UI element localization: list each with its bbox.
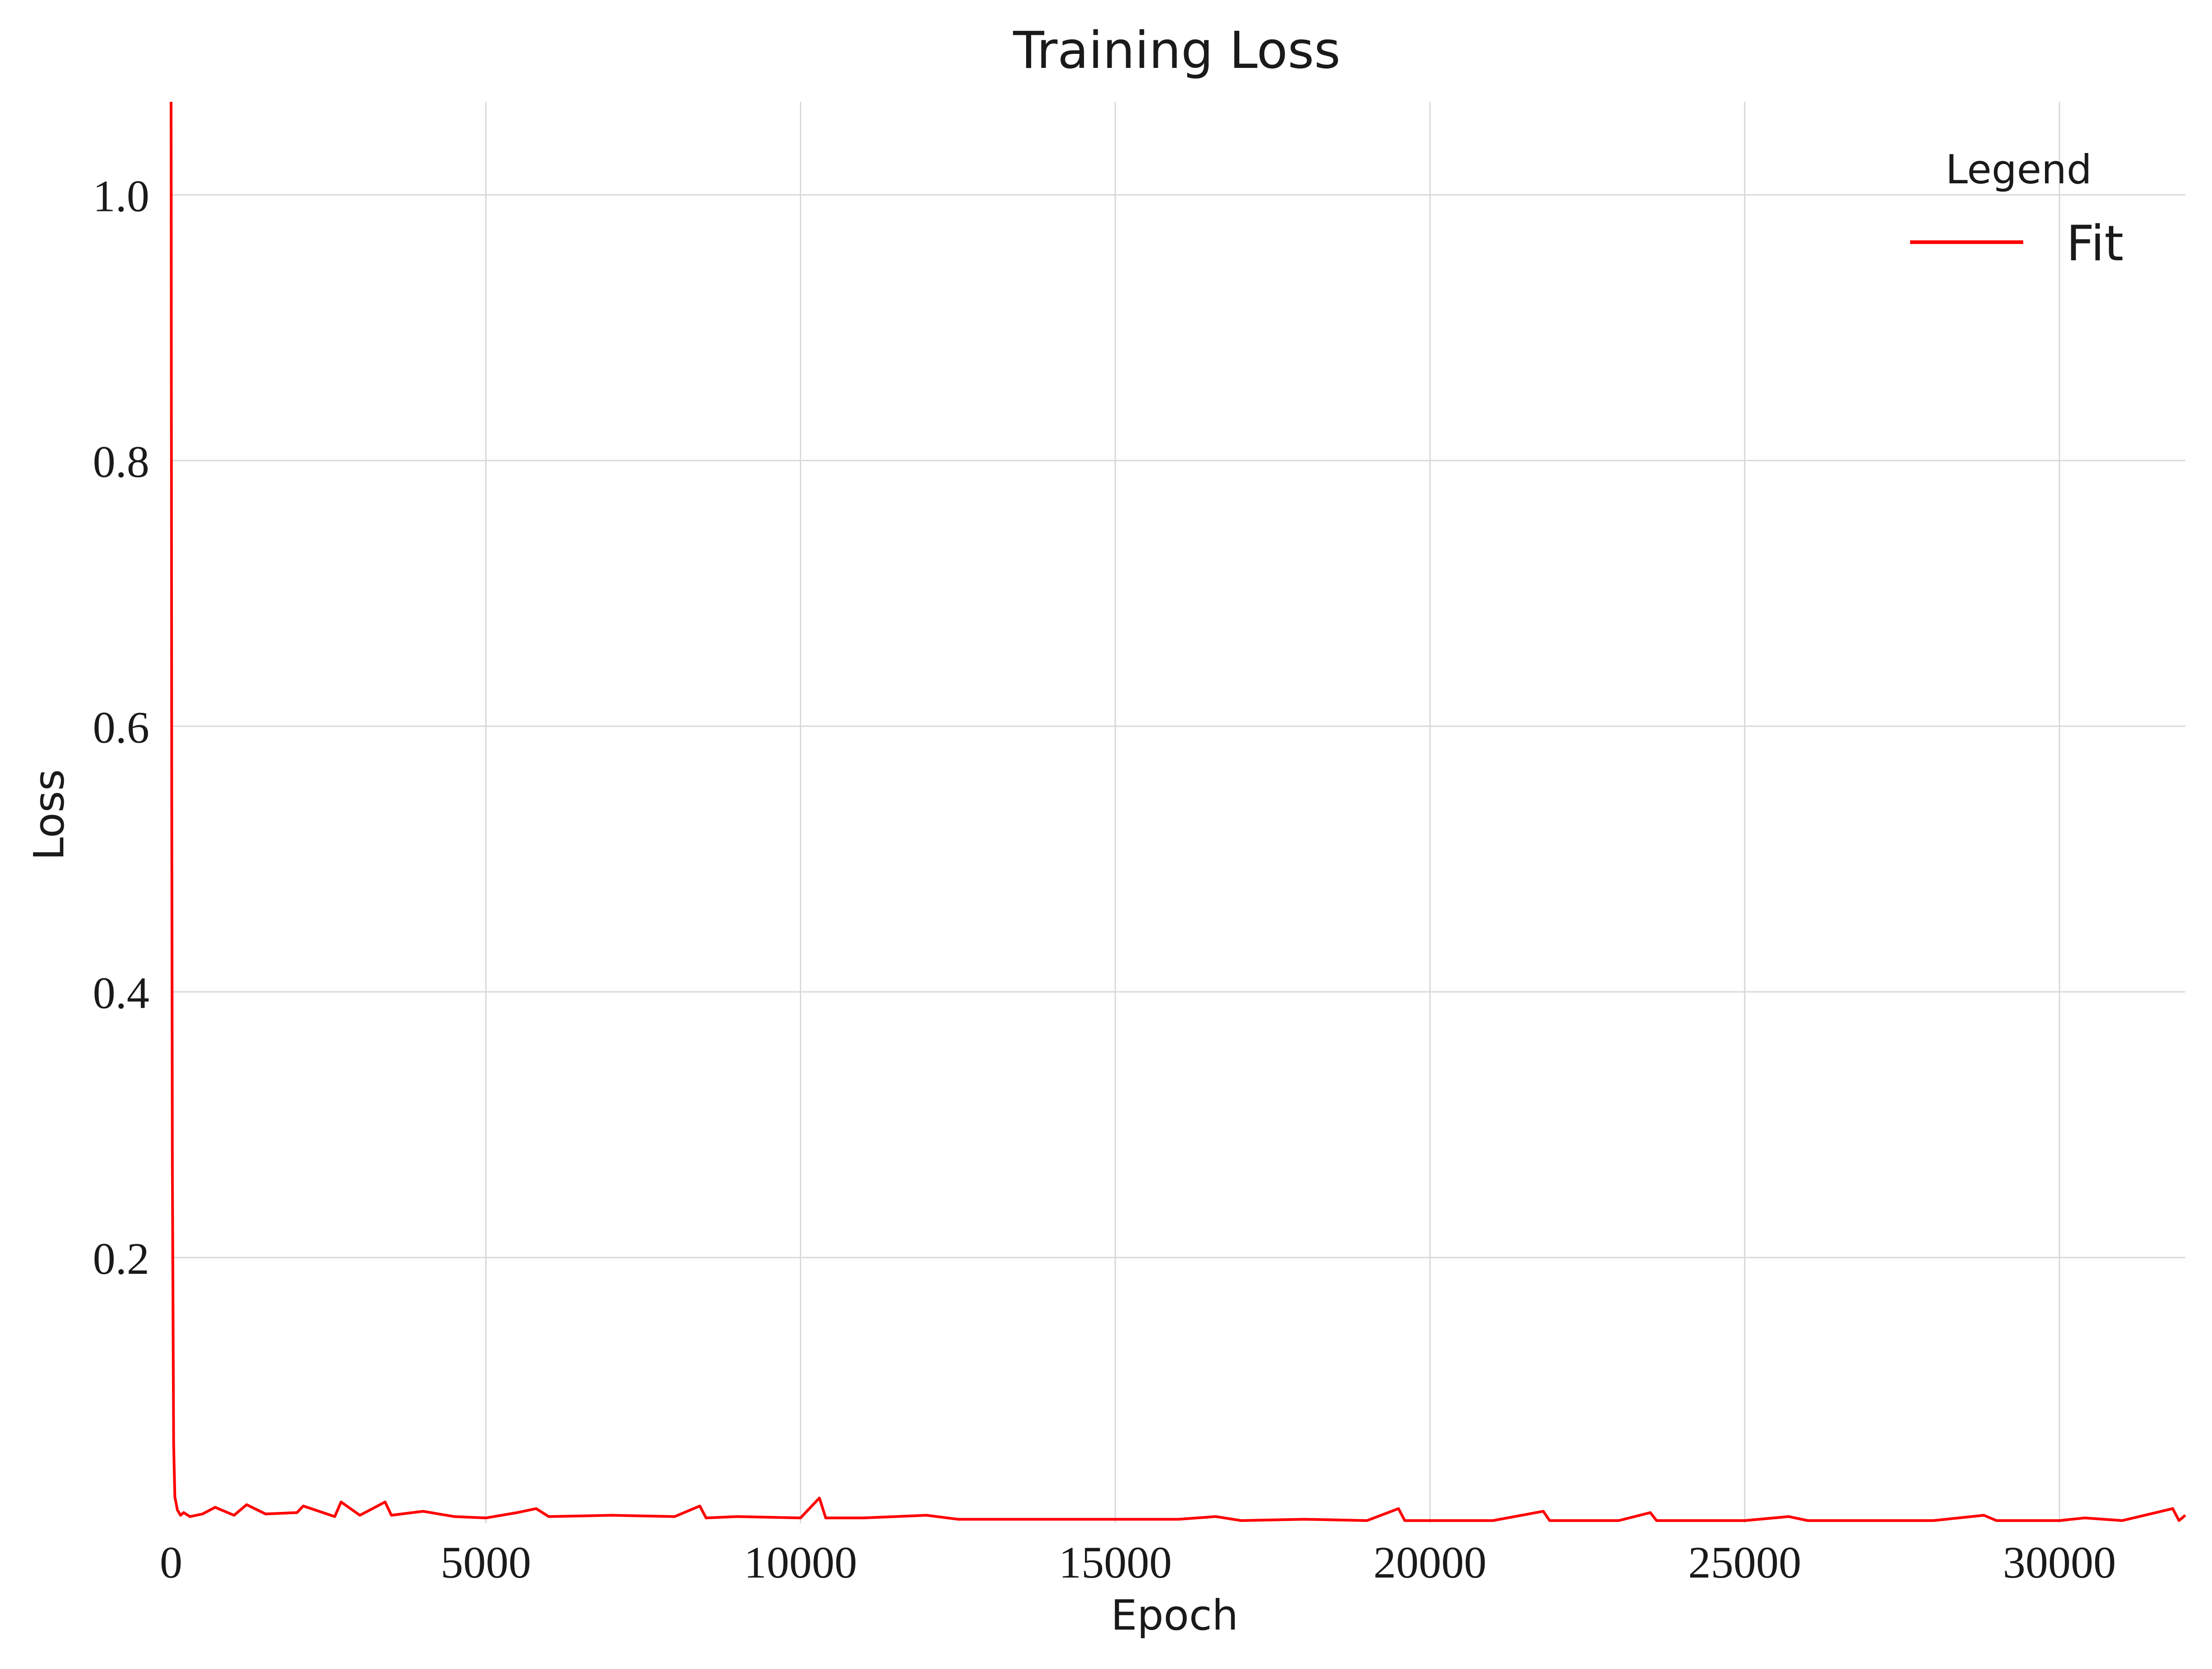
y-tick-label-0.6: 0.6 (93, 702, 149, 752)
grid (171, 102, 2185, 1523)
x-tick-label-10000: 10000 (744, 1537, 857, 1588)
x-tick-label-20000: 20000 (1373, 1537, 1486, 1588)
y-tick-label-0.8: 0.8 (93, 436, 149, 487)
y-tick-label-1.0: 1.0 (93, 171, 149, 221)
legend-label-fit: Fit (2066, 215, 2124, 272)
x-tick-label-30000: 30000 (2003, 1537, 2116, 1588)
plot-area (170, 101, 2186, 1522)
y-axis-label: Loss (25, 769, 73, 861)
y-tick-label-0.2: 0.2 (93, 1234, 149, 1284)
x-tick-label-0: 0 (160, 1537, 182, 1588)
y-tick-label-0.4: 0.4 (93, 968, 149, 1018)
x-tick-label-25000: 25000 (1688, 1537, 1801, 1588)
chart-title: Training Loss (1013, 21, 1340, 80)
x-axis-label: Epoch (1111, 1591, 1238, 1640)
legend: Legend Fit (1910, 146, 2124, 272)
series-line-fit (170, 101, 2186, 1522)
y-axis-ticks: 0.2 0.4 0.6 0.8 1.0 (93, 171, 149, 1284)
x-axis-ticks: 0 5000 10000 15000 20000 25000 30000 (160, 1537, 2116, 1588)
x-tick-label-5000: 5000 (440, 1537, 531, 1588)
legend-title: Legend (1945, 146, 2092, 193)
x-tick-label-15000: 15000 (1059, 1537, 1172, 1588)
